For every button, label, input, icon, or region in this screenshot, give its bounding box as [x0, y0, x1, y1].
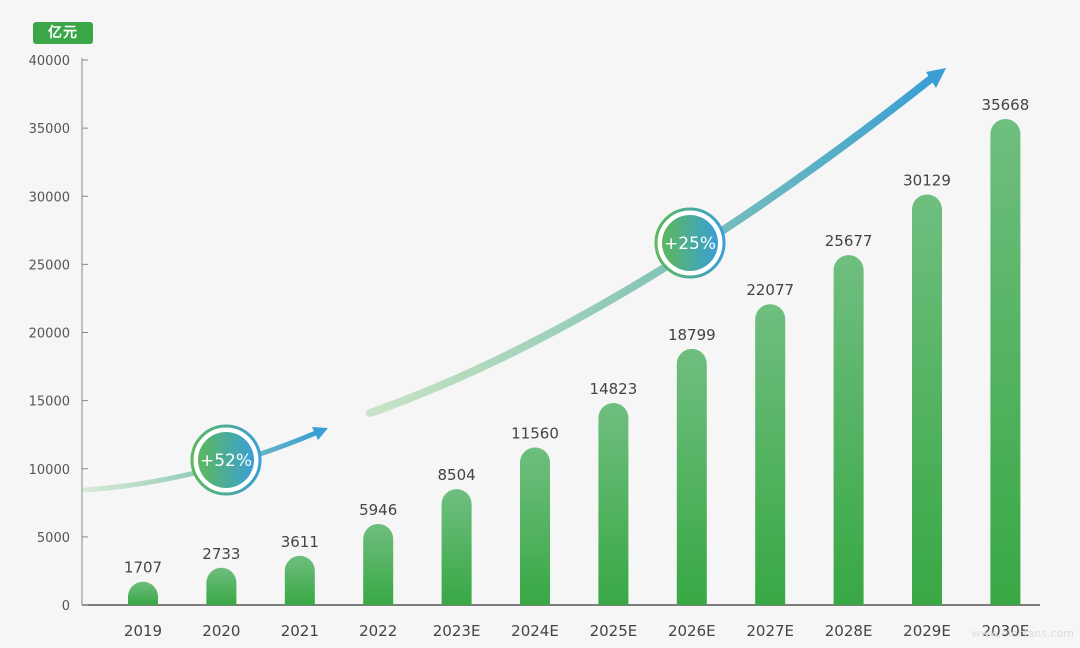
- bar: [363, 523, 394, 605]
- bar: [128, 581, 158, 605]
- y-tick-label: 30000: [29, 190, 70, 205]
- arrow-head-2: [926, 68, 946, 88]
- x-tick-label: 2022: [359, 622, 397, 640]
- data-label: 14823: [590, 380, 638, 398]
- bar: [441, 489, 472, 605]
- bar: [833, 255, 864, 606]
- data-label: 8504: [438, 466, 476, 484]
- y-tick-label: 35000: [29, 122, 70, 137]
- y-tick-label: 20000: [29, 327, 70, 342]
- data-label: 2733: [202, 545, 240, 563]
- data-label: 22077: [746, 281, 794, 299]
- bar: [990, 119, 1021, 606]
- x-tick-label: 2023E: [433, 622, 481, 640]
- y-tick-label: 5000: [37, 531, 70, 546]
- x-tick-label: 2029E: [903, 622, 951, 640]
- data-label: 1707: [124, 559, 162, 577]
- arrow-head-1: [312, 427, 328, 440]
- unit-badge: 亿元: [33, 22, 93, 44]
- bar: [676, 348, 707, 605]
- x-tick-label: 2024E: [511, 622, 559, 640]
- growth-arrow-2: [366, 74, 936, 417]
- bar: [912, 194, 942, 606]
- bar: [598, 403, 629, 605]
- watermark: www.elecfans.com: [971, 627, 1074, 640]
- x-tick-label: 2025E: [590, 622, 638, 640]
- x-tick-label: 2028E: [825, 622, 873, 640]
- y-tick-label: 40000: [29, 54, 70, 69]
- x-tick-label: 2030E: [982, 622, 1030, 640]
- bar: [520, 447, 550, 605]
- x-tick-label: 2026E: [668, 622, 716, 640]
- growth-rate-label: +52%: [200, 451, 252, 471]
- data-label: 18799: [668, 326, 716, 344]
- x-tick-label: 2019: [124, 622, 162, 640]
- growth-rate-label: +25%: [664, 234, 716, 254]
- x-tick-label: 2021: [281, 622, 319, 640]
- data-label: 5946: [359, 501, 397, 519]
- bar: [206, 567, 237, 605]
- x-tick-label: 2027E: [746, 622, 794, 640]
- data-label: 35668: [982, 96, 1030, 114]
- y-tick-label: 15000: [29, 395, 70, 410]
- y-tick-label: 25000: [29, 258, 70, 273]
- bar: [284, 555, 315, 605]
- x-tick-label: 2020: [202, 622, 240, 640]
- data-label: 30129: [903, 171, 951, 189]
- y-tick-label: 10000: [29, 463, 70, 478]
- data-label: 3611: [281, 533, 319, 551]
- y-tick-label: 0: [62, 599, 70, 614]
- data-label: 11560: [511, 424, 559, 442]
- data-label: 25677: [825, 232, 873, 250]
- bar: [755, 304, 786, 605]
- growth-badge-fill: [198, 432, 254, 488]
- growth-badge-fill: [662, 215, 718, 271]
